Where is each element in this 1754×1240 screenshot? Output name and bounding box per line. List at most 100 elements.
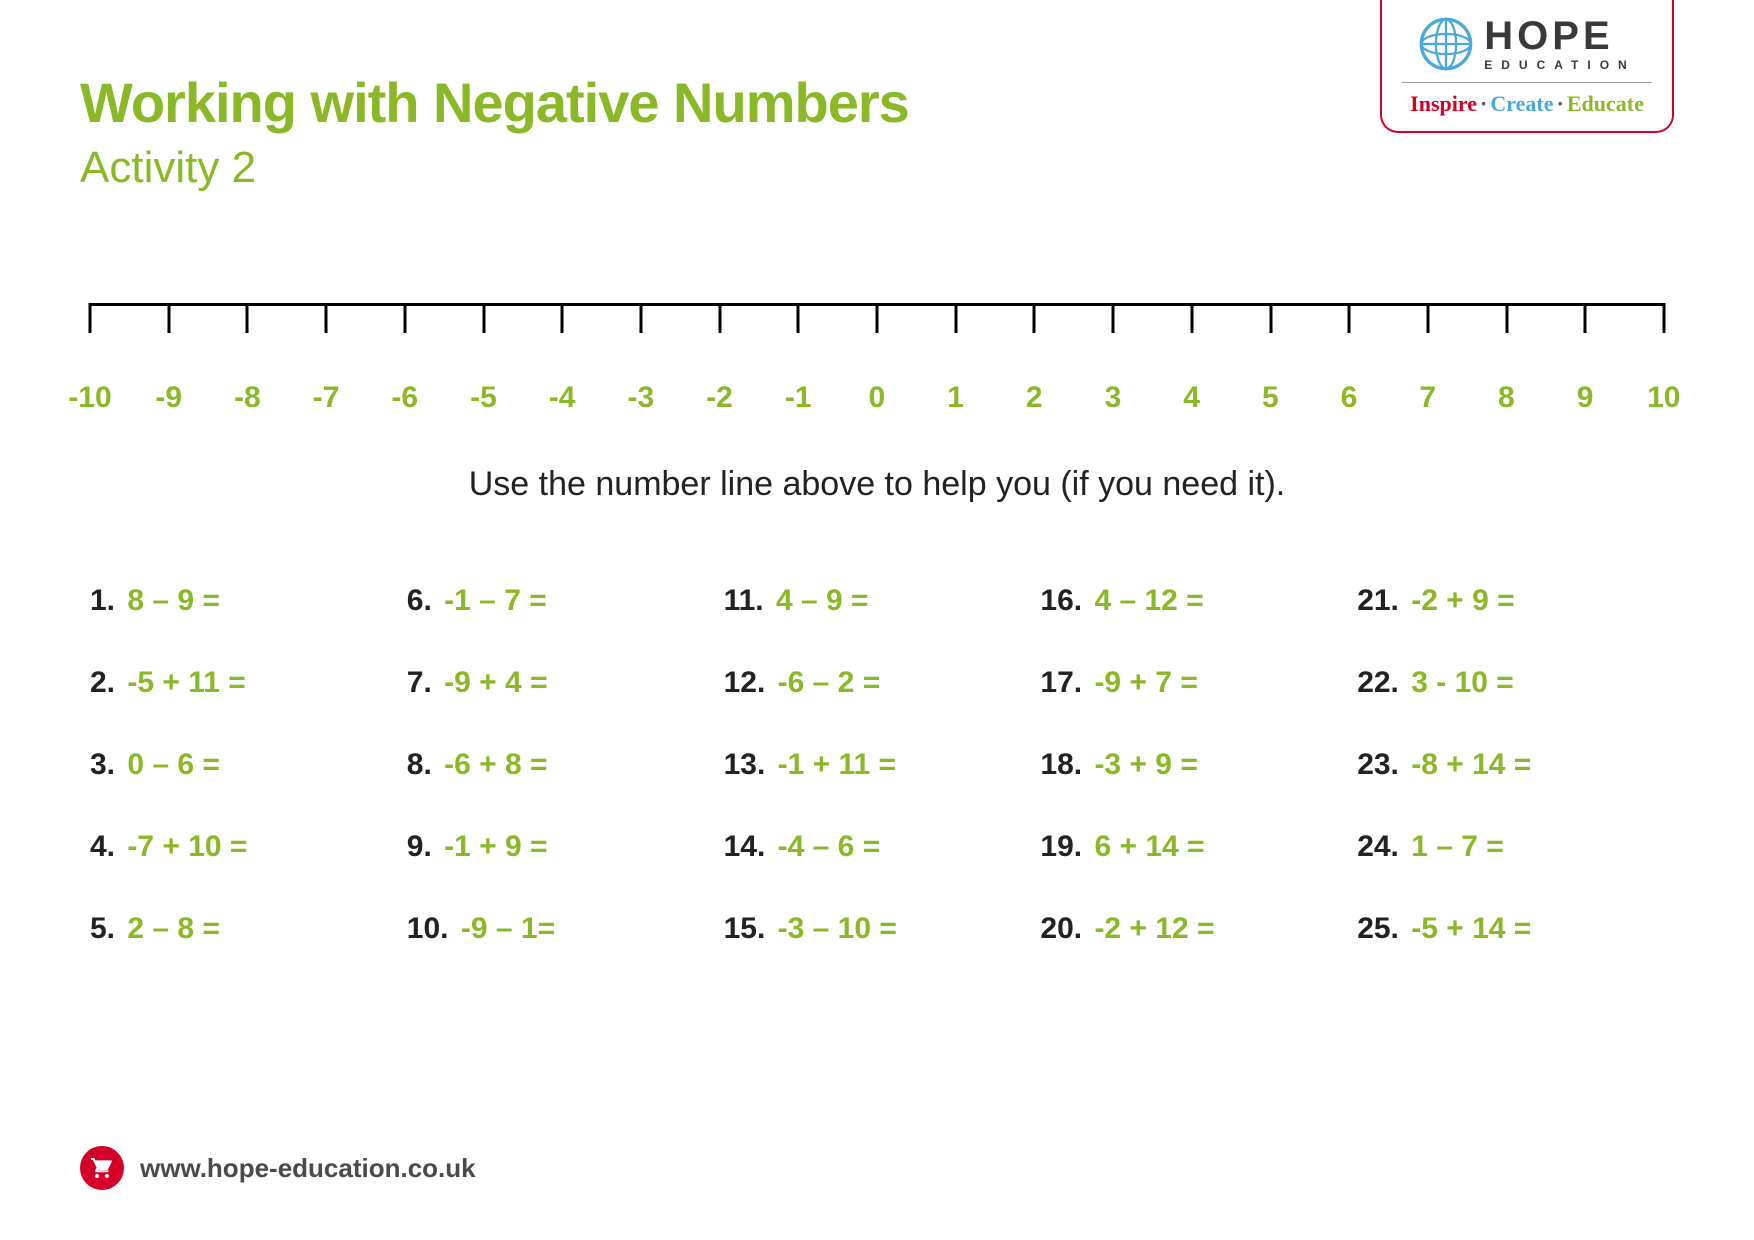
- problem-expression: -6 – 2 =: [769, 666, 880, 699]
- problem-item: 10. -9 – 1=: [407, 912, 714, 946]
- numberline-tick: [1033, 303, 1036, 333]
- numberline-label: 7: [1403, 381, 1453, 415]
- problem-expression: -6 + 8 =: [436, 748, 548, 781]
- problem-number: 1.: [90, 584, 115, 617]
- numberline-tick: [797, 303, 800, 333]
- problems-grid: 1. 8 – 9 = 2. -5 + 11 = 3. 0 – 6 = 4. -7 + …: [80, 584, 1674, 946]
- numberline-label: 0: [852, 381, 902, 415]
- problem-number: 11.: [724, 584, 764, 617]
- logo-top: HOPE EDUCATION: [1402, 6, 1652, 72]
- problem-expression: -7 + 10 =: [119, 830, 247, 863]
- numberline: -10-9-8-7-6-5-4-3-2-1012345678910: [80, 303, 1674, 415]
- numberline-label: 6: [1324, 381, 1374, 415]
- problem-item: 12. -6 – 2 =: [724, 666, 1031, 700]
- problem-item: 1. 8 – 9 =: [90, 584, 397, 618]
- problem-item: 13. -1 + 11 =: [724, 748, 1031, 782]
- cart-icon: [80, 1146, 124, 1190]
- problem-item: 6. -1 – 7 =: [407, 584, 714, 618]
- problem-number: 9.: [407, 830, 432, 863]
- problem-item: 3. 0 – 6 =: [90, 748, 397, 782]
- footer-url: www.hope-education.co.uk: [140, 1153, 476, 1184]
- problem-expression: -5 + 11 =: [119, 666, 246, 699]
- problem-expression: -1 – 7 =: [436, 584, 547, 617]
- problem-number: 4.: [90, 830, 115, 863]
- problem-expression: -4 – 6 =: [769, 830, 880, 863]
- problem-expression: -2 + 12 =: [1086, 912, 1214, 945]
- problem-item: 2. -5 + 11 =: [90, 666, 397, 700]
- problem-expression: -5 + 14 =: [1403, 912, 1531, 945]
- numberline-tick: [89, 303, 92, 333]
- problem-number: 17.: [1040, 666, 1082, 699]
- numberline-tick: [1584, 303, 1587, 333]
- numberline-label: 10: [1639, 381, 1689, 415]
- problem-item: 11. 4 – 9 =: [724, 584, 1031, 618]
- logo-tagline: Inspire·Create·Educate: [1402, 91, 1652, 117]
- tagline-3: Educate: [1567, 91, 1644, 116]
- logo-box: HOPE EDUCATION Inspire·Create·Educate: [1380, 0, 1674, 133]
- problem-number: 22.: [1357, 666, 1399, 699]
- problem-number: 25.: [1357, 912, 1399, 945]
- problem-expression: 6 + 14 =: [1086, 830, 1204, 863]
- problem-number: 2.: [90, 666, 115, 699]
- problem-expression: -8 + 14 =: [1403, 748, 1531, 781]
- logo-divider: [1402, 82, 1652, 83]
- numberline-label: 8: [1481, 381, 1531, 415]
- tagline-2: Create: [1490, 91, 1553, 116]
- problem-item: 8. -6 + 8 =: [407, 748, 714, 782]
- numberline-tick: [167, 303, 170, 333]
- title-block: Working with Negative Numbers Activity 2: [80, 60, 909, 193]
- numberline-label: -8: [222, 381, 272, 415]
- numberline-tick: [403, 303, 406, 333]
- numberline-tick: [1348, 303, 1351, 333]
- numberline-label: 4: [1167, 381, 1217, 415]
- problem-expression: 3 - 10 =: [1403, 666, 1514, 699]
- numberline-tick: [1663, 303, 1666, 333]
- problem-number: 3.: [90, 748, 115, 781]
- numberline-tick: [639, 303, 642, 333]
- numberline-tick: [1269, 303, 1272, 333]
- problem-number: 12.: [724, 666, 766, 699]
- problem-number: 13.: [724, 748, 766, 781]
- problem-item: 5. 2 – 8 =: [90, 912, 397, 946]
- problem-number: 10.: [407, 912, 449, 945]
- problem-number: 7.: [407, 666, 432, 699]
- numberline-label: -3: [616, 381, 666, 415]
- numberline-axis: [90, 303, 1664, 343]
- problem-item: 15. -3 – 10 =: [724, 912, 1031, 946]
- problem-number: 20.: [1040, 912, 1082, 945]
- page-title: Working with Negative Numbers: [80, 70, 909, 135]
- problem-item: 19. 6 + 14 =: [1040, 830, 1347, 864]
- problem-item: 18. -3 + 9 =: [1040, 748, 1347, 782]
- numberline-label: -2: [695, 381, 745, 415]
- numberline-tick: [876, 303, 879, 333]
- problem-number: 21.: [1357, 584, 1399, 617]
- numberline-tick: [1505, 303, 1508, 333]
- problem-number: 8.: [407, 748, 432, 781]
- problem-expression: -2 + 9 =: [1403, 584, 1515, 617]
- numberline-tick: [482, 303, 485, 333]
- numberline-tick: [1426, 303, 1429, 333]
- numberline-labels: -10-9-8-7-6-5-4-3-2-1012345678910: [90, 381, 1664, 415]
- instruction-text: Use the number line above to help you (i…: [80, 465, 1674, 504]
- logo-text: HOPE EDUCATION: [1484, 16, 1635, 72]
- numberline-label: -4: [537, 381, 587, 415]
- problem-number: 19.: [1040, 830, 1082, 863]
- numberline-label: -10: [65, 381, 115, 415]
- problem-number: 5.: [90, 912, 115, 945]
- problem-expression: -1 + 9 =: [436, 830, 548, 863]
- problem-expression: -9 – 1=: [453, 912, 556, 945]
- problem-expression: -1 + 11 =: [769, 748, 896, 781]
- logo-brand: HOPE: [1484, 16, 1613, 56]
- problem-item: 9. -1 + 9 =: [407, 830, 714, 864]
- logo-sub: EDUCATION: [1484, 58, 1635, 72]
- numberline-tick: [561, 303, 564, 333]
- globe-icon: [1418, 16, 1474, 72]
- footer: www.hope-education.co.uk: [80, 1146, 476, 1190]
- numberline-label: 5: [1245, 381, 1295, 415]
- numberline-tick: [1112, 303, 1115, 333]
- problem-expression: 4 – 12 =: [1086, 584, 1204, 617]
- problem-number: 23.: [1357, 748, 1399, 781]
- page-subtitle: Activity 2: [80, 143, 909, 193]
- problem-item: 16. 4 – 12 =: [1040, 584, 1347, 618]
- numberline-label: -9: [144, 381, 194, 415]
